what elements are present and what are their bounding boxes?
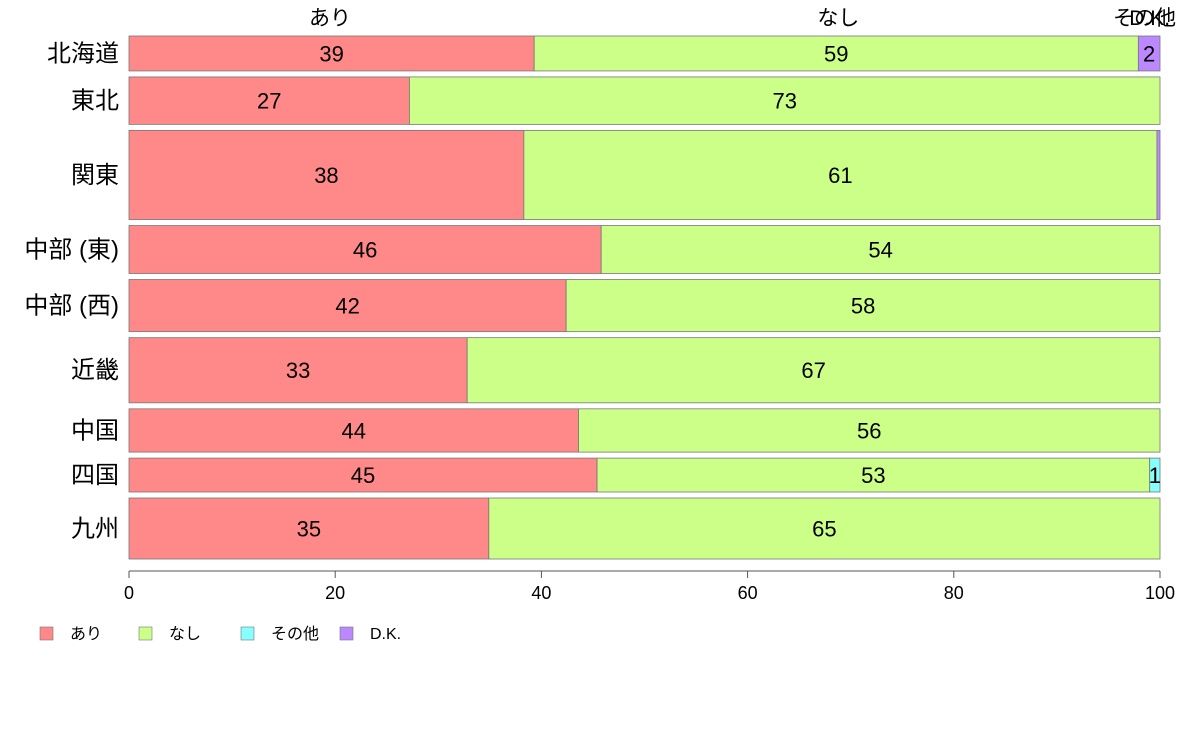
x-tick-label: 100: [1145, 583, 1175, 603]
bar-value-label: 45: [351, 463, 375, 488]
x-tick-label: 80: [944, 583, 964, 603]
bar-value-label: 54: [868, 238, 892, 263]
bar-segment-3: [1137, 35, 1161, 72]
bar-segment-1: [578, 408, 1161, 453]
row-label: 関東: [71, 162, 119, 189]
top-label-0: あり: [309, 7, 351, 30]
bar-value-label: 35: [297, 516, 321, 541]
bar-value-label: 46: [353, 238, 377, 263]
bar-value-label: 56: [857, 418, 881, 443]
bar-segment-1: [596, 457, 1151, 493]
bar-segment-1: [600, 225, 1161, 274]
legend-swatch: [138, 626, 153, 641]
bar-value-label: 42: [335, 294, 359, 319]
bar-segment-0: [128, 337, 468, 404]
bar-value-label: 27: [257, 89, 281, 114]
x-tick-label: 0: [124, 583, 134, 603]
bar-value-label: 73: [772, 89, 796, 114]
legend-item-3: D.K.: [339, 626, 401, 643]
row-cat-5: 近畿 33 67: [71, 337, 1161, 404]
bar-segment-3: [1156, 129, 1161, 220]
x-tick-label: 20: [325, 583, 345, 603]
legend-swatch: [240, 626, 255, 641]
row-cat-1: 東北 27 73: [71, 76, 1161, 125]
legend-swatch: [39, 626, 54, 641]
x-tick-label: 60: [738, 583, 758, 603]
bar-segment-0: [128, 225, 602, 274]
bar-segment-1: [488, 497, 1161, 560]
bar-segment-1: [533, 35, 1139, 72]
bar-segment-1: [409, 76, 1161, 125]
legend-item-2: その他: [240, 625, 319, 643]
bar-segment-1: [565, 279, 1161, 333]
chart-rows: 北海道 39 59 2 東北 27 73 関東 38 61 中部 (東) 46 54 中部 (西) 42 58…: [24, 35, 1161, 560]
legend-label: なし: [169, 625, 201, 643]
row-cat-6: 中国 44 56: [71, 408, 1161, 453]
row-label: 近畿: [71, 357, 119, 384]
row-label: 九州: [71, 515, 119, 542]
row-label: 北海道: [47, 40, 119, 67]
top-label-3: D.K.: [1129, 7, 1170, 30]
legend: あり なし その他 D.K.: [39, 625, 401, 643]
x-axis: 0 20 40 60 80 100: [124, 570, 1175, 603]
top-label-1: なし: [817, 7, 859, 30]
x-tick-label: 40: [531, 583, 551, 603]
legend-label: D.K.: [370, 626, 401, 643]
row-label: 中部 (西): [24, 293, 119, 320]
bar-value-label: 44: [342, 418, 366, 443]
bar-value-label: 1: [1149, 463, 1161, 488]
bar-segment-0: [128, 457, 598, 493]
bar-value-label: 59: [824, 41, 848, 66]
bar-segment-0: [128, 279, 567, 333]
bar-segment-1: [523, 129, 1158, 220]
row-label: 中部 (東): [24, 237, 119, 264]
legend-label: その他: [271, 625, 319, 643]
bar-segment-2: [1149, 457, 1161, 493]
legend-label: あり: [70, 625, 102, 643]
bar-value-label: 39: [319, 41, 343, 66]
bar-segment-1: [466, 337, 1161, 404]
bar-segment-0: [128, 497, 490, 560]
bar-value-label: 33: [286, 358, 310, 383]
bar-value-label: 67: [801, 358, 825, 383]
bar-value-label: 38: [314, 163, 338, 188]
legend-item-1: なし: [138, 625, 201, 643]
row-cat-2: 関東 38 61: [71, 129, 1161, 220]
legend-swatch: [339, 626, 354, 641]
top-label-2: その他: [1113, 7, 1176, 30]
row-cat-3: 中部 (東) 46 54: [24, 225, 1161, 274]
bar-value-label: 53: [861, 463, 885, 488]
row-label: 中国: [71, 417, 119, 444]
bar-value-label: 2: [1143, 41, 1155, 66]
bar-value-label: 61: [828, 163, 852, 188]
row-cat-0: 北海道 39 59 2: [47, 35, 1161, 72]
legend-item-0: あり: [39, 625, 102, 643]
bar-value-label: 58: [851, 294, 875, 319]
bar-value-label: 65: [812, 516, 836, 541]
row-cat-7: 四国 45 53 1: [71, 457, 1161, 493]
row-label: 四国: [71, 462, 119, 489]
row-label: 東北: [71, 88, 119, 115]
row-cat-8: 九州 35 65: [71, 497, 1161, 560]
row-cat-4: 中部 (西) 42 58: [24, 279, 1161, 333]
bar-segment-0: [128, 76, 410, 125]
bar-segment-0: [128, 129, 525, 220]
